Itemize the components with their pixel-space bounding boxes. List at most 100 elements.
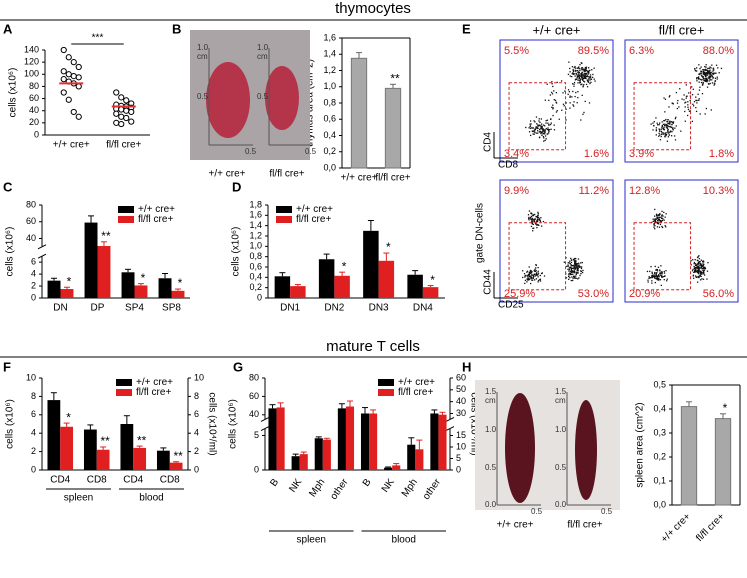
- event-dot: [713, 72, 715, 75]
- event-dot: [659, 139, 662, 141]
- event-dot: [577, 72, 579, 74]
- event-dot: [698, 99, 700, 101]
- event-dot: [535, 216, 537, 218]
- event-dot: [656, 221, 659, 224]
- x-tick-label: +/+ cre+: [659, 511, 693, 545]
- bar: [84, 222, 98, 298]
- event-dot: [533, 220, 536, 223]
- y-tick-label: 0,5: [653, 379, 666, 389]
- event-dot: [658, 275, 660, 278]
- event-dot: [583, 111, 585, 114]
- event-dot: [702, 83, 704, 85]
- event-dot: [672, 127, 674, 129]
- event-dot: [537, 224, 539, 226]
- event-dot: [542, 132, 545, 135]
- event-dot: [659, 213, 661, 216]
- event-dot: [695, 271, 697, 273]
- event-dot: [699, 272, 702, 275]
- event-dot: [579, 63, 581, 66]
- event-dot: [533, 273, 536, 275]
- event-dot: [668, 132, 670, 134]
- event-dot: [536, 224, 538, 226]
- event-dot: [574, 265, 576, 267]
- event-dot: [697, 268, 699, 270]
- event-dot: [573, 270, 576, 272]
- event-dot: [570, 266, 572, 269]
- event-dot: [697, 77, 700, 80]
- event-dot: [695, 276, 697, 279]
- flow-y-label: CD44: [483, 269, 494, 295]
- event-dot: [691, 120, 694, 123]
- flow-plot-frame: [624, 179, 739, 303]
- event-dot: [549, 123, 552, 126]
- event-dot: [541, 126, 543, 129]
- event-dot: [535, 273, 538, 276]
- event-dot: [666, 278, 668, 280]
- event-dot: [706, 86, 709, 88]
- event-dot: [703, 273, 705, 275]
- event-dot: [592, 73, 594, 76]
- event-dot: [530, 123, 532, 125]
- event-dot: [535, 220, 538, 223]
- significance: **: [137, 433, 147, 447]
- event-dot: [658, 277, 660, 279]
- event-dot: [540, 123, 543, 125]
- event-dot: [567, 73, 570, 76]
- y-axis-label: cells (x10⁶): [5, 227, 16, 277]
- event-dot: [688, 92, 690, 94]
- event-dot: [589, 82, 591, 85]
- event-dot: [660, 135, 662, 138]
- event-dot: [536, 216, 539, 218]
- event-dot: [569, 71, 571, 73]
- x-tick-label: +/+ cre+: [53, 140, 90, 151]
- event-dot: [663, 120, 665, 122]
- ruler-label: 0.5: [601, 507, 613, 516]
- bar: [121, 272, 135, 298]
- bar: [314, 438, 323, 470]
- event-dot: [555, 92, 558, 94]
- y2-tick-label: 8: [194, 391, 199, 401]
- event-dot: [542, 130, 545, 132]
- data-point: [70, 108, 77, 116]
- quadrant-percent: 56.0%: [703, 288, 734, 300]
- quadrant-percent: 11.2%: [579, 185, 610, 197]
- event-dot: [540, 118, 543, 120]
- event-dot: [706, 69, 709, 71]
- event-dot: [698, 258, 700, 260]
- event-dot: [713, 84, 715, 86]
- event-dot: [656, 278, 659, 280]
- event-dot: [658, 122, 661, 124]
- event-dot: [543, 137, 545, 139]
- event-dot: [577, 96, 579, 99]
- event-dot: [544, 130, 546, 132]
- event-dot: [524, 276, 526, 278]
- event-dot: [668, 125, 670, 128]
- event-dot: [533, 214, 535, 216]
- event-dot: [574, 262, 576, 264]
- event-dot: [548, 99, 550, 102]
- event-dot: [585, 75, 587, 78]
- event-dot: [528, 277, 530, 280]
- event-dot: [574, 65, 576, 68]
- event-dot: [657, 274, 660, 276]
- event-dot: [705, 66, 707, 68]
- x-tick-label: SP4: [125, 303, 144, 314]
- bar: [360, 413, 370, 470]
- event-dot: [663, 270, 665, 273]
- event-dot: [581, 71, 583, 73]
- event-dot: [575, 262, 577, 265]
- event-dot: [574, 266, 576, 269]
- event-dot: [577, 79, 579, 81]
- event-dot: [692, 88, 694, 90]
- flow-plot-frame: [499, 179, 614, 303]
- event-dot: [655, 134, 657, 136]
- event-dot: [695, 99, 697, 102]
- event-dot: [655, 277, 658, 280]
- event-dot: [529, 123, 531, 125]
- event-dot: [571, 276, 573, 278]
- event-dot: [718, 72, 720, 74]
- event-dot: [583, 70, 585, 72]
- event-dot: [698, 78, 700, 80]
- legend-label: +/+ cre+: [398, 377, 435, 388]
- column-header: +/+ cre+: [532, 22, 580, 37]
